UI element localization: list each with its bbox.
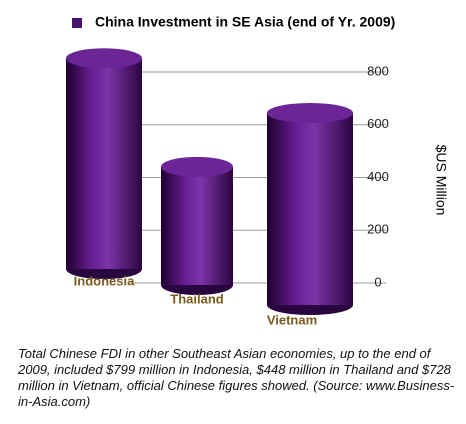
x-tick-label: Thailand — [170, 291, 224, 306]
cylinder-top — [161, 156, 233, 177]
y-tick-label: 0 — [374, 274, 381, 289]
y-tick-label: 200 — [367, 222, 389, 237]
bar — [267, 112, 353, 306]
x-tick-label: Vietnam — [267, 312, 317, 327]
y-axis-label: $US Million — [433, 145, 449, 216]
caption: Total Chinese FDI in other Southeast Asi… — [18, 346, 455, 409]
cylinder-top — [267, 102, 353, 123]
y-tick-label: 600 — [367, 116, 389, 131]
x-tick-label: Indonesia — [74, 273, 135, 288]
y-tick-label: 400 — [367, 169, 389, 184]
legend-swatch — [72, 18, 82, 28]
bar — [161, 166, 233, 285]
bar — [66, 58, 142, 269]
cylinder-top — [66, 48, 142, 69]
y-tick-label: 800 — [367, 63, 389, 78]
legend-label: China Investment in SE Asia (end of Yr. … — [95, 14, 395, 30]
